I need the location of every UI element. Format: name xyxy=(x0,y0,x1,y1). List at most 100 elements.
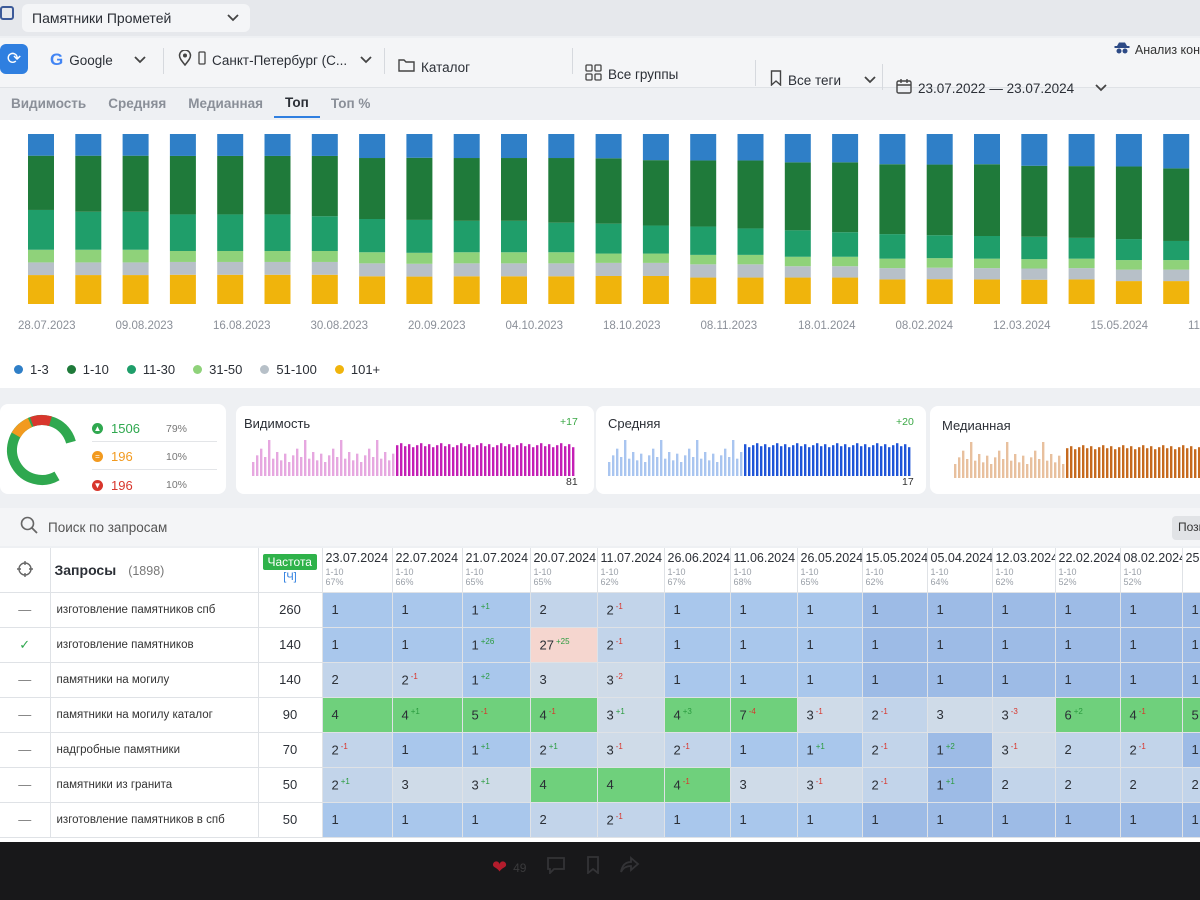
legend-item[interactable]: 1-10 xyxy=(66,362,109,377)
bar-segment-11-30[interactable] xyxy=(595,223,622,254)
position-cell[interactable]: 1 +2 xyxy=(927,732,993,768)
project-icon[interactable] xyxy=(0,6,14,20)
bar-segment-1-3[interactable] xyxy=(359,134,386,159)
position-cell[interactable]: 1 xyxy=(927,662,993,698)
bar-segment-1-10[interactable] xyxy=(169,155,196,215)
position-cell[interactable]: 1 +1 xyxy=(927,767,993,803)
bar-segment-31-50[interactable] xyxy=(264,250,291,262)
bar-segment-101+[interactable] xyxy=(879,279,906,304)
position-cell[interactable]: 1 xyxy=(862,662,928,698)
bar-segment-31-50[interactable] xyxy=(737,254,764,265)
position-cell[interactable]: 4 -1 xyxy=(530,697,598,733)
position-cell[interactable]: 1 xyxy=(1120,662,1183,698)
bar-segment-1-10[interactable] xyxy=(784,162,811,231)
position-cell[interactable]: 2 -1 xyxy=(392,662,463,698)
groups-select[interactable]: Все группы xyxy=(585,64,678,85)
position-cell[interactable]: 2 +1 xyxy=(322,767,393,803)
position-cell[interactable]: 1 xyxy=(1055,627,1121,663)
position-cell[interactable]: 1 xyxy=(1120,592,1183,628)
median-spark-card[interactable]: Медианная xyxy=(930,406,1200,494)
bar-segment-1-3[interactable] xyxy=(406,134,433,158)
bar-segment-51-100[interactable] xyxy=(1021,268,1048,280)
visibility-spark-card[interactable]: Видимость +17 81 xyxy=(236,406,594,494)
bar-segment-11-30[interactable] xyxy=(453,220,480,253)
bar-segment-1-3[interactable] xyxy=(832,134,859,163)
bar-segment-1-3[interactable] xyxy=(879,134,906,165)
position-cell[interactable]: 1 xyxy=(322,592,393,628)
bar-segment-1-10[interactable] xyxy=(1068,166,1095,238)
bar-segment-31-50[interactable] xyxy=(453,252,480,264)
heart-icon[interactable]: ❤ xyxy=(492,857,508,877)
bar-segment-1-10[interactable] xyxy=(311,155,338,217)
position-cell[interactable]: 1 xyxy=(862,802,928,838)
bar-segment-51-100[interactable] xyxy=(28,262,54,276)
bar-segment-51-100[interactable] xyxy=(453,263,480,277)
bar-segment-31-50[interactable] xyxy=(832,256,859,267)
position-cell[interactable]: 1 xyxy=(392,732,463,768)
position-cell[interactable]: 3 xyxy=(392,767,463,803)
position-cell[interactable]: 3 +1 xyxy=(462,767,531,803)
date-column-header[interactable]: 15.05.2024 1-10 62% xyxy=(862,548,928,593)
refresh-button[interactable]: ⟳ xyxy=(0,44,28,74)
queries-header[interactable]: Запросы (1898) xyxy=(50,548,259,593)
bar-segment-51-100[interactable] xyxy=(1163,269,1190,282)
position-cell[interactable]: 2 -1 xyxy=(597,802,665,838)
date-column-header[interactable]: 22.07.2024 1-10 66% xyxy=(392,548,463,593)
bar-segment-101+[interactable] xyxy=(1068,279,1095,304)
tab-average[interactable]: Средняя xyxy=(97,88,177,118)
bar-segment-51-100[interactable] xyxy=(311,261,338,275)
bar-segment-101+[interactable] xyxy=(359,276,386,304)
position-cell[interactable]: 1 xyxy=(797,802,863,838)
bar-segment-1-10[interactable] xyxy=(1021,165,1048,237)
position-cell[interactable]: 1 xyxy=(392,627,463,663)
position-cell[interactable]: 4 -1 xyxy=(1120,697,1183,733)
position-cell[interactable]: 1 xyxy=(992,802,1056,838)
position-cell[interactable]: 6 +2 xyxy=(1055,697,1121,733)
search-input[interactable] xyxy=(48,514,548,540)
bar-segment-31-50[interactable] xyxy=(28,249,54,263)
bar-segment-1-10[interactable] xyxy=(737,160,764,229)
position-cell[interactable]: 2 -1 xyxy=(597,627,665,663)
bar-segment-51-100[interactable] xyxy=(1115,269,1142,282)
bar-segment-31-50[interactable] xyxy=(926,258,953,268)
bar-segment-1-10[interactable] xyxy=(832,162,859,233)
bar-segment-31-50[interactable] xyxy=(1021,259,1048,269)
bar-segment-11-30[interactable] xyxy=(1068,237,1095,259)
bar-segment-101+[interactable] xyxy=(1115,281,1142,304)
position-cell[interactable]: 1 xyxy=(1182,802,1200,838)
bar-segment-1-10[interactable] xyxy=(501,158,527,221)
position-cell[interactable]: 4 +1 xyxy=(392,697,463,733)
position-cell[interactable]: 1 xyxy=(1055,662,1121,698)
position-cell[interactable]: 3 -1 xyxy=(992,732,1056,768)
bar-segment-1-3[interactable] xyxy=(28,134,54,156)
position-cell[interactable]: 1 xyxy=(392,592,463,628)
bar-segment-101+[interactable] xyxy=(217,274,244,304)
date-column-header[interactable]: 11.07.2024 1-10 62% xyxy=(597,548,665,593)
bar-segment-101+[interactable] xyxy=(1163,281,1190,304)
legend-item[interactable]: 51-100 xyxy=(260,362,317,377)
position-cell[interactable]: 1 xyxy=(1120,802,1183,838)
bar-segment-101+[interactable] xyxy=(453,276,480,304)
average-spark-card[interactable]: Средняя +20 17 xyxy=(596,406,926,494)
row-select-toggle[interactable]: — xyxy=(0,592,51,628)
position-cell[interactable]: 2 -1 xyxy=(862,732,928,768)
position-cell[interactable]: 3 -1 xyxy=(597,732,665,768)
bar-segment-31-50[interactable] xyxy=(501,252,527,264)
position-cell[interactable]: 4 -1 xyxy=(664,767,731,803)
bar-segment-1-10[interactable] xyxy=(359,158,386,219)
bar-segment-101+[interactable] xyxy=(832,277,859,304)
date-column-header[interactable]: 23.07.2024 1-10 67% xyxy=(322,548,393,593)
bar-segment-11-30[interactable] xyxy=(406,219,433,253)
region-select[interactable]: Санкт-Петербург (С... xyxy=(178,49,373,70)
bar-segment-1-10[interactable] xyxy=(1163,168,1190,241)
bar-segment-11-30[interactable] xyxy=(501,220,527,253)
position-cell[interactable]: 5-1 xyxy=(1182,697,1200,733)
position-cell[interactable]: 3 xyxy=(530,662,598,698)
position-cell[interactable]: 1 xyxy=(927,592,993,628)
bar-segment-101+[interactable] xyxy=(122,275,149,304)
position-cell[interactable]: 2 xyxy=(992,767,1056,803)
position-cell[interactable]: 1 xyxy=(992,627,1056,663)
tab-visibility[interactable]: Видимость xyxy=(0,88,97,118)
position-cell[interactable]: 1 xyxy=(927,802,993,838)
bar-segment-1-3[interactable] xyxy=(1068,134,1095,167)
